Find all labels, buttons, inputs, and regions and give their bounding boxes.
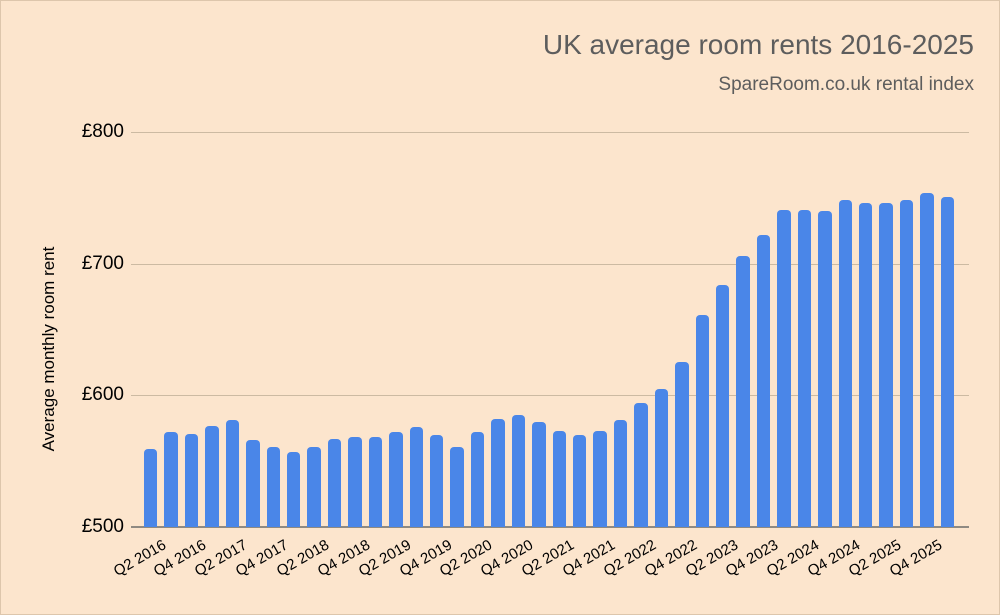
- bar-q1-2021: [552, 430, 566, 527]
- gridline-600: [131, 395, 969, 397]
- gridline-700: [131, 263, 969, 265]
- bar-q1-2018: [307, 446, 321, 527]
- bar-q3-2020: [511, 415, 526, 527]
- bar-q4-2022: [695, 315, 709, 527]
- chart-title: UK average room rents 2016-2025: [542, 29, 974, 60]
- bar-q1-2024: [797, 209, 812, 527]
- bar-q3-2024: [838, 200, 852, 527]
- bar-q3-2022: [675, 362, 689, 527]
- bar-q1-2020: [470, 432, 485, 527]
- bar-q4-2021: [613, 420, 628, 527]
- bar-q4-2017: [287, 451, 301, 527]
- bar-q3-2016: [184, 433, 199, 527]
- bar-q2-2023: [736, 255, 750, 527]
- bar-q4-2024: [859, 203, 873, 527]
- bar-q3-2018: [348, 437, 362, 527]
- bar-q2-2025: [899, 200, 914, 527]
- bar-q2-2021: [573, 434, 587, 527]
- bar-q4-2016: [205, 425, 219, 527]
- bar-q1-2016: [144, 449, 158, 527]
- bar-q3-2023: [756, 234, 771, 527]
- x-axis-line: [131, 526, 969, 528]
- bar-q2-2020: [491, 419, 505, 527]
- bar-q1-2017: [225, 420, 240, 527]
- bar-q4-2023: [777, 209, 791, 527]
- bar-q1-2022: [634, 403, 648, 527]
- bar-q3-2019: [430, 434, 444, 527]
- bar-q2-2016: [164, 432, 178, 527]
- bar-q1-2023: [716, 284, 730, 527]
- bar-q3-2017: [266, 446, 280, 527]
- bar-q3-2021: [593, 430, 607, 527]
- bar-q4-2018: [368, 437, 383, 527]
- bar-q2-2024: [818, 211, 832, 527]
- bar-q4-2020: [532, 421, 546, 527]
- y-axis-title: Average monthly room rent: [39, 246, 58, 452]
- bar-q4-2025: [940, 196, 955, 527]
- bar-q2-2022: [654, 388, 669, 527]
- y-tick-label-800: £800: [81, 121, 124, 142]
- bar-q2-2019: [409, 426, 423, 527]
- bar-q1-2025: [879, 203, 893, 527]
- y-tick-label-700: £700: [81, 252, 124, 274]
- bar-q3-2025: [920, 192, 934, 527]
- bar-q4-2019: [450, 446, 464, 527]
- gridline-800: [131, 132, 969, 133]
- y-tick-label-600: £600: [81, 384, 124, 406]
- bar-q1-2019: [389, 432, 403, 527]
- y-tick-label-500: £500: [81, 516, 124, 537]
- bar-q2-2018: [327, 438, 342, 527]
- bar-q2-2017: [246, 440, 260, 527]
- chart-subtitle: SpareRoom.co.uk rental index: [718, 74, 974, 95]
